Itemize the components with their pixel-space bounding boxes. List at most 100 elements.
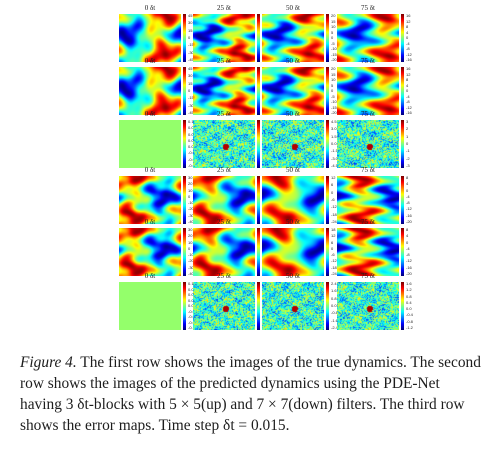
colorbar-tick-label: -4: [406, 193, 410, 199]
colorbar: [401, 14, 404, 62]
top-block-true-panel-3: 75 δt 16 12 8 4 0 -4 -8 -12 -16: [337, 4, 412, 62]
colorbar-tick-label: -20: [406, 271, 412, 276]
time-label: 0 δt: [144, 110, 156, 118]
colorbar: [257, 67, 260, 115]
colorbar-tick-label: 45: [188, 13, 193, 18]
top-block-true-panel-0: 0 δt 45 30 15 0 -15 -30 -45: [119, 4, 194, 62]
colorbar-tick-label: 0: [406, 35, 409, 40]
colorbar-tick-label: 10: [188, 239, 193, 245]
bottom-block-error-panel-3: 75 δt 1.6 1.2 0.8 0.4 0.0 -0.4 -0.8 -1.2: [337, 272, 413, 330]
caption-text: The first row shows the images of the tr…: [20, 354, 481, 434]
colorbar: [401, 228, 404, 276]
colorbar-tick-label: 1.2: [406, 287, 412, 293]
colorbar-tick-label: 0: [406, 239, 409, 245]
colorbar-tick-label: -5: [331, 93, 335, 99]
colorbar: [401, 282, 404, 330]
colorbar-tick-label: 1.5: [331, 133, 337, 139]
colorbar-ticks: 30 20 10 0 -10 -20 -30 -40: [188, 228, 214, 276]
predicted-heatmap: [262, 67, 324, 115]
colorbar-ticks: 8 4 0 -4 -8 -12 -16 -20: [406, 228, 432, 276]
colorbar-tick-label: 12: [331, 233, 336, 239]
time-label: 75 δt: [361, 166, 375, 174]
colorbar-tick-label: -12: [331, 204, 337, 210]
predicted-heatmap: [119, 228, 181, 276]
colorbar-tick-label: 20: [331, 66, 336, 71]
true-heatmap: [193, 14, 255, 62]
time-label: 75 δt: [361, 110, 375, 118]
colorbar-tick-label: 4: [406, 181, 409, 187]
predicted-heatmap: [262, 228, 324, 276]
colorbar-tick-label: -15: [331, 104, 337, 110]
colorbar-tick-label: -3.0: [331, 155, 338, 161]
colorbar-tick-label: -10: [331, 99, 337, 104]
error-heatmap: [337, 120, 399, 168]
colorbar-tick-label: -8: [406, 200, 410, 206]
colorbar-tick-label: 8: [406, 227, 409, 232]
colorbar: [183, 67, 186, 115]
colorbar-tick-label: -4.5: [331, 163, 338, 168]
true-heatmap: [337, 176, 399, 224]
time-label: 25 δt: [217, 272, 231, 280]
error-heatmap: [193, 282, 255, 330]
colorbar-tick-label: 0.8: [331, 295, 337, 301]
colorbar-ticks: 16 12 8 4 0 -4 -8 -12 -16: [406, 67, 432, 115]
colorbar-tick-label: -8: [406, 99, 410, 104]
colorbar-tick-label: -0.8: [406, 318, 413, 324]
colorbar-tick-label: -15: [188, 95, 194, 101]
bottom-block-true-panel-0: 0 δt 30 20 10 0 -10 -20 -30 -40: [119, 166, 194, 224]
colorbar-tick-label: -15: [188, 42, 194, 48]
time-label: 50 δt: [286, 272, 300, 280]
colorbar-tick-label: -30: [188, 49, 194, 55]
time-label: 50 δt: [286, 110, 300, 118]
colorbar: [183, 120, 186, 168]
predicted-heatmap: [119, 67, 181, 115]
colorbar-ticks: 45 30 15 0 -15 -30 -45: [188, 67, 214, 115]
time-label: 25 δt: [217, 218, 231, 226]
colorbar-ticks: 8 4 0 -4 -8 -12 -16 -20: [406, 176, 432, 224]
colorbar-tick-label: 0: [406, 88, 409, 93]
colorbar-tick-label: 12: [331, 175, 336, 180]
colorbar-tick-label: 1.6: [331, 288, 337, 294]
colorbar-tick-label: -30: [188, 264, 194, 270]
colorbar-tick-label: 10: [188, 187, 193, 193]
predicted-heatmap: [193, 228, 255, 276]
bottom-block-true-panel-3: 75 δt 8 4 0 -4 -8 -12 -16 -20: [337, 166, 412, 224]
colorbar-tick-label: -12: [406, 206, 412, 212]
colorbar-tick-label: 20: [188, 181, 193, 187]
colorbar-tick-label: 16: [406, 66, 411, 71]
colorbar-tick-label: 30: [188, 20, 193, 26]
top-block-true-panel-1: 25 δt241680-8-16-24-32: [193, 4, 268, 62]
predicted-heatmap: [193, 67, 255, 115]
colorbar-tick-label: -20: [331, 110, 337, 115]
colorbar-tick-label: -6: [331, 197, 335, 202]
top-block-error-panel-0: 0 δt0.1000.0750.0500.0250.000-0.025-0.05…: [119, 110, 199, 168]
top-block-predicted-panel-2: 50 δt 20 15 10 5 0 -5 -10 -15 -20: [262, 57, 337, 115]
colorbar: [183, 228, 186, 276]
true-heatmap: [262, 176, 324, 224]
colorbar: [326, 282, 329, 330]
predicted-heatmap: [337, 67, 399, 115]
colorbar-tick-label: 2: [406, 126, 409, 132]
colorbar-tick-label: 0: [188, 245, 191, 251]
bottom-block-predicted-panel-3: 75 δt 8 4 0 -4 -8 -12 -16 -20: [337, 218, 412, 276]
time-label: 75 δt: [361, 57, 375, 65]
colorbar-tick-label: -16: [406, 57, 412, 62]
colorbar: [326, 176, 329, 224]
colorbar-tick-label: -2.4: [331, 325, 338, 330]
time-label: 25 δt: [217, 110, 231, 118]
colorbar-tick-label: 4: [406, 29, 409, 35]
colorbar: [257, 228, 260, 276]
error-heatmap: [337, 282, 399, 330]
colorbar-tick-label: 0: [331, 245, 334, 251]
colorbar-tick-label: -20: [331, 57, 337, 62]
colorbar-tick-label: 12: [406, 71, 411, 77]
bottom-block-predicted-panel-2: 50 δt 18 12 6 0 -6 -12 -18 -24: [262, 218, 337, 276]
time-label: 25 δt: [217, 166, 231, 174]
time-label: 0 δt: [144, 57, 156, 65]
colorbar-tick-label: 3.0: [331, 126, 337, 132]
colorbar: [326, 228, 329, 276]
colorbar-tick-label: 0: [188, 193, 191, 199]
